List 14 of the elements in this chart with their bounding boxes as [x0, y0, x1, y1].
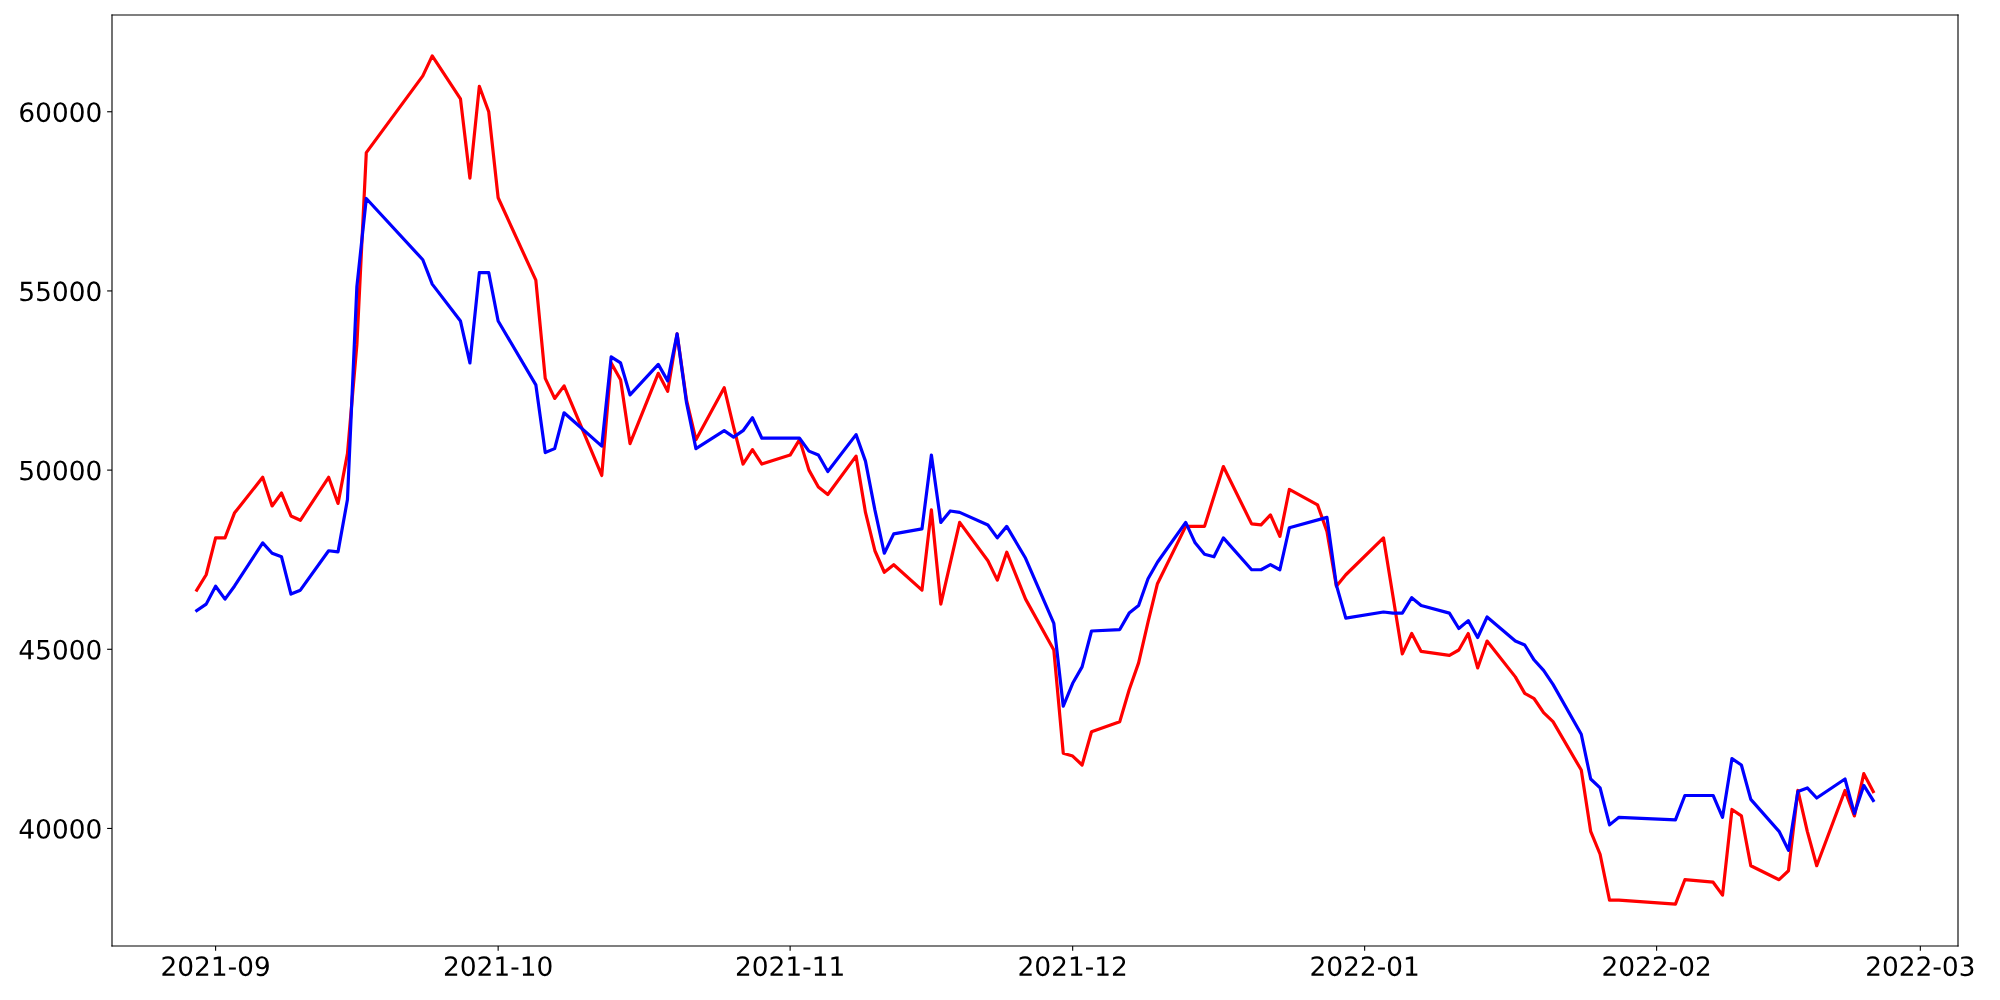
- line-series: [195, 196, 1875, 852]
- x-tick-label: 2022-02: [1603, 956, 1710, 977]
- y-tick-label: 50000: [20, 460, 101, 481]
- x-tick-label: 2022-03: [1867, 956, 1974, 977]
- x-tick-label: 2021-12: [1019, 956, 1126, 977]
- line-series: [195, 54, 1875, 906]
- y-tick-label: 55000: [20, 281, 101, 302]
- x-tick-label: 2021-09: [162, 956, 269, 977]
- y-tick-label: 60000: [20, 102, 101, 123]
- x-tick-label: 2021-11: [736, 956, 843, 977]
- y-tick-label: 45000: [19, 639, 101, 660]
- x-tick-label: 2022-01: [1311, 956, 1418, 977]
- x-tick-label: 2021-10: [444, 956, 552, 977]
- y-tick-label: 40000: [19, 818, 101, 839]
